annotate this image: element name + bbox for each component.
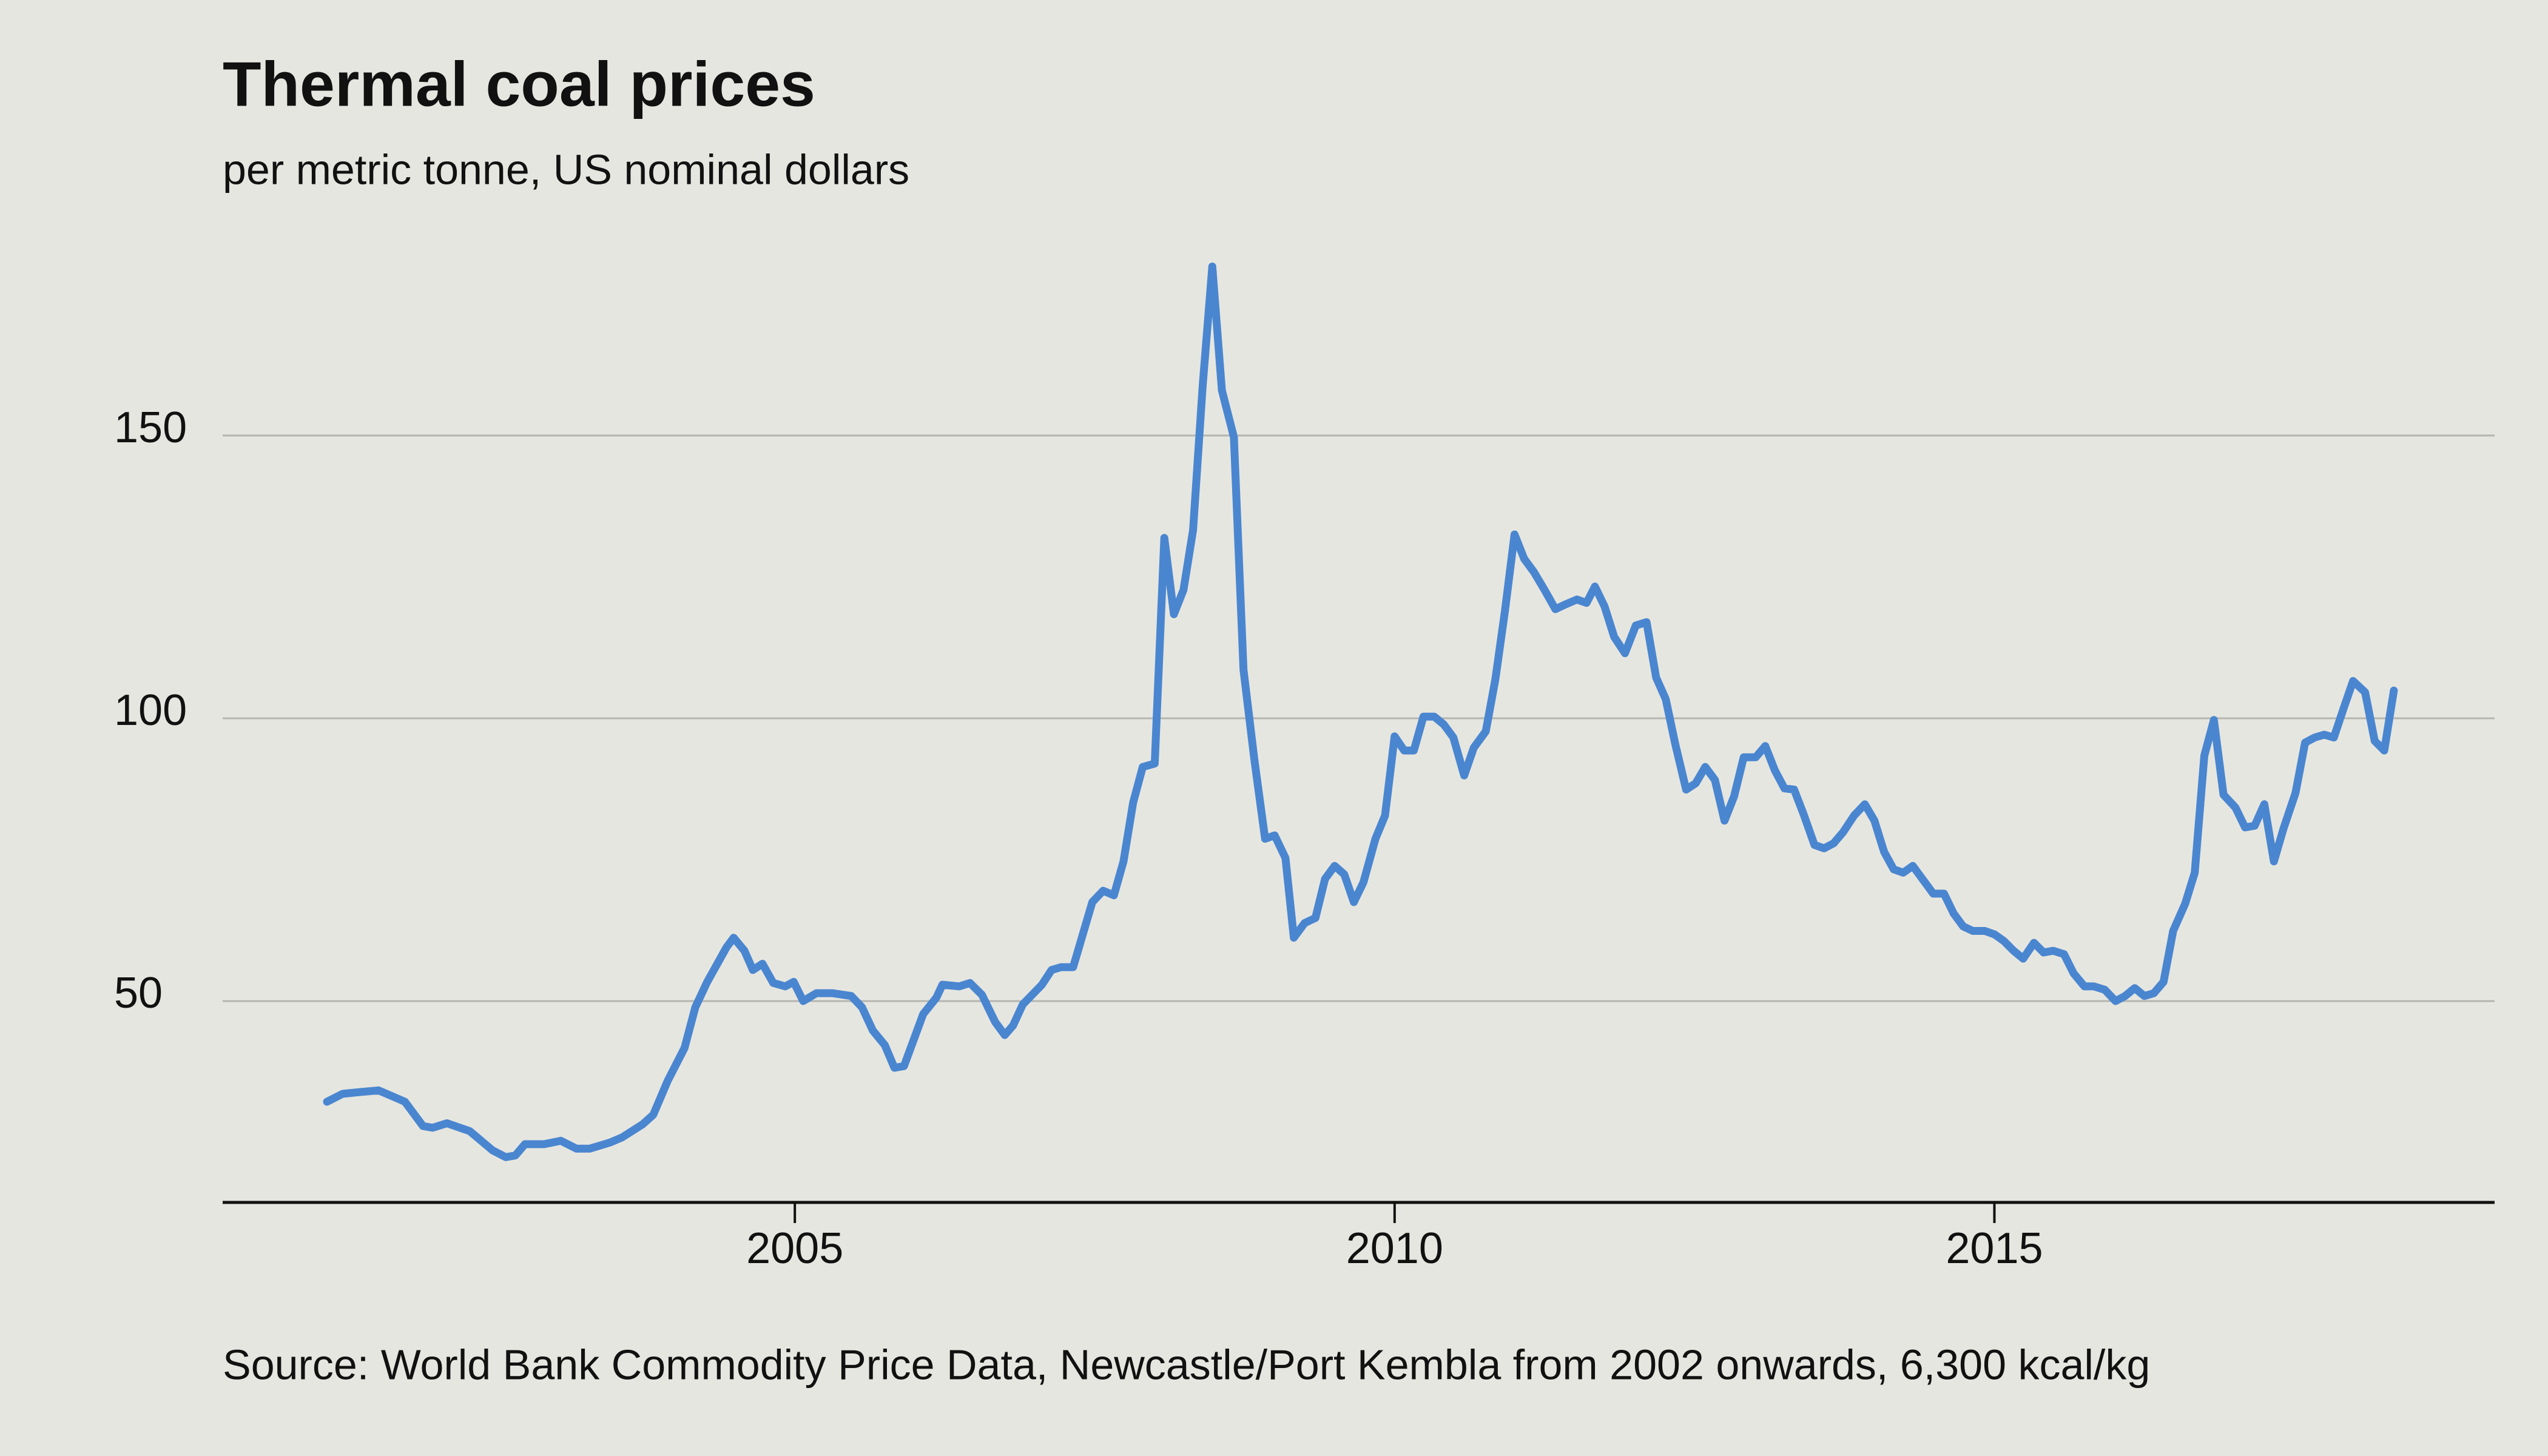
y-tick-label: 150 [114,403,187,452]
y-tick-label: 50 [114,969,163,1017]
y-tick-label: 100 [114,686,187,735]
x-tick-label: 2015 [1946,1224,2043,1273]
price-line [323,262,2398,1161]
chart-subtitle: per metric tonne, US nominal dollars [223,146,909,193]
source-note: Source: World Bank Commodity Price Data,… [223,1341,2150,1388]
x-tick-label: 2005 [746,1224,843,1273]
chart-title: Thermal coal prices [223,49,815,120]
x-tick-label: 2010 [1346,1224,1443,1273]
